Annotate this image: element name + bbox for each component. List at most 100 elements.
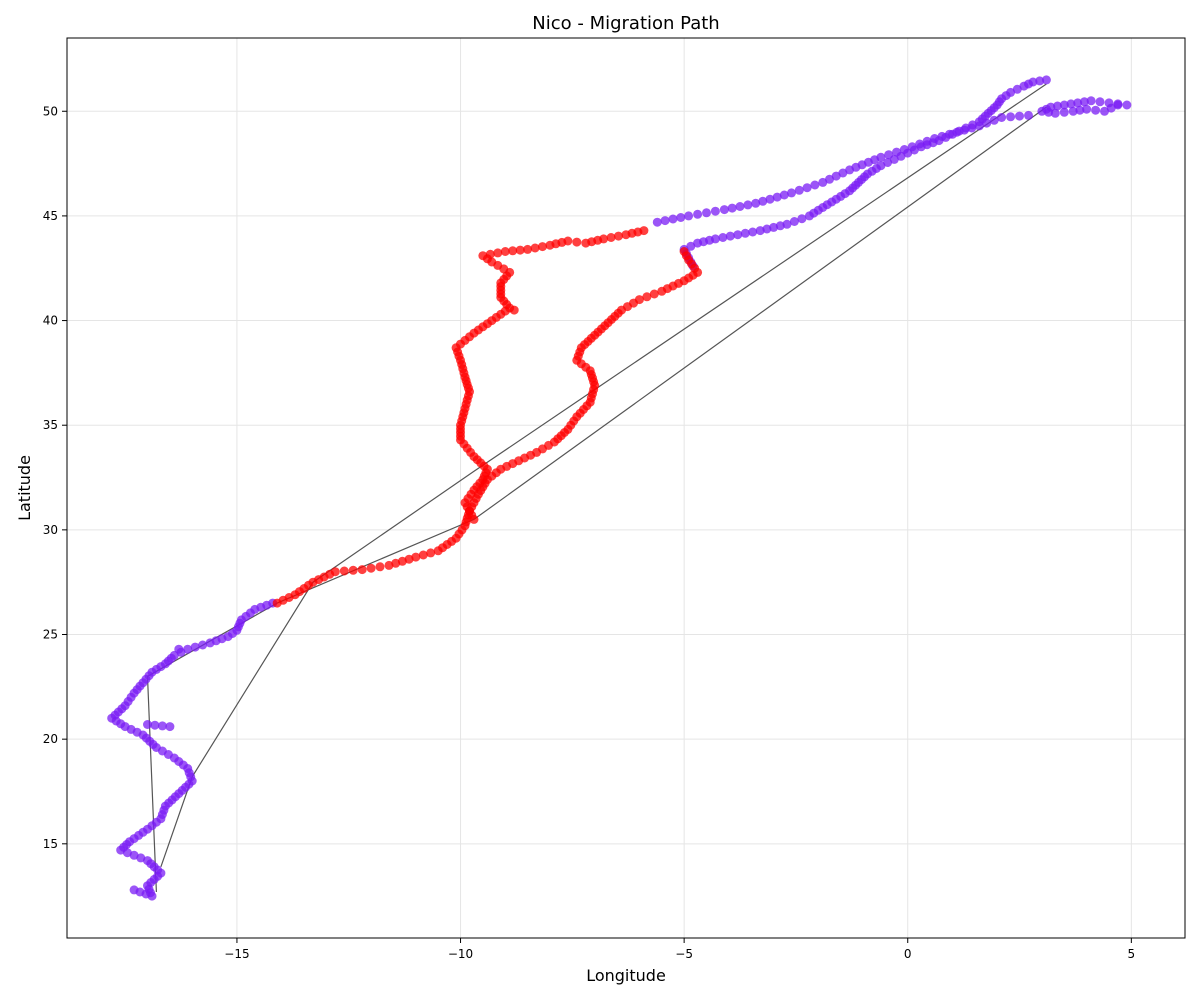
purple-track-point: [668, 214, 678, 224]
y-axis-label: Latitude: [15, 455, 34, 521]
purple-track-point: [150, 720, 160, 730]
purple-track-point: [205, 638, 215, 648]
purple-track-point: [157, 721, 167, 731]
purple-track-point: [818, 177, 828, 187]
red-track-point: [418, 550, 428, 560]
purple-track-point: [794, 185, 804, 195]
purple-track-point: [733, 230, 743, 240]
purple-track-point: [1106, 103, 1116, 113]
red-track-point: [375, 562, 385, 572]
red-track-point: [508, 246, 518, 256]
purple-track-point: [684, 211, 694, 221]
purple-track-point: [937, 131, 947, 141]
purple-track-point: [831, 171, 841, 181]
y-tick-label: 35: [43, 418, 58, 432]
purple-track-point: [735, 202, 745, 211]
purple-track-point: [758, 196, 768, 206]
purple-track-point: [755, 226, 765, 236]
purple-track-point: [1122, 100, 1132, 110]
red-track-point: [330, 567, 340, 577]
purple-track-point: [725, 231, 735, 241]
red-track-point: [563, 236, 573, 246]
purple-track-point: [743, 200, 753, 210]
purple-track-point: [129, 885, 139, 895]
red-track-point: [478, 251, 488, 261]
purple-track-point: [1035, 76, 1045, 86]
purple-track-point: [772, 192, 782, 202]
purple-track-point: [748, 227, 758, 237]
purple-track-point: [1068, 106, 1078, 116]
purple-track-point: [710, 206, 720, 216]
x-axis-label: Longitude: [586, 966, 666, 985]
purple-track-point: [989, 115, 999, 125]
purple-track-point: [997, 113, 1007, 122]
red-track-point: [357, 565, 367, 575]
purple-track-point: [1019, 81, 1029, 91]
purple-track-point: [1053, 101, 1062, 111]
purple-track-point: [652, 217, 662, 227]
purple-track-point: [967, 123, 977, 133]
y-tick-label: 40: [43, 314, 58, 328]
red-track-point: [649, 289, 659, 299]
plot-frame: [66, 37, 1186, 939]
purple-track-point: [1012, 84, 1022, 94]
purple-track-point: [174, 644, 184, 654]
red-track-point: [639, 226, 649, 236]
purple-track-point: [1041, 75, 1051, 85]
red-track-point: [493, 248, 503, 258]
red-track-point: [426, 548, 436, 558]
purple-track-point: [845, 165, 855, 175]
purple-track-point: [183, 644, 193, 654]
purple-track-point: [892, 147, 902, 157]
red-track-point: [538, 242, 547, 252]
purple-track-point: [702, 208, 711, 218]
purple-track-point: [1037, 106, 1047, 116]
red-track-point: [411, 552, 421, 562]
red-track-point: [614, 231, 623, 241]
purple-track-point: [802, 183, 812, 193]
purple-track-point: [1059, 107, 1069, 117]
red-track-point: [485, 249, 495, 259]
y-tick-label: 30: [43, 523, 58, 537]
purple-track-point: [1073, 98, 1083, 108]
purple-track-point: [945, 129, 954, 139]
purple-track-point: [143, 720, 152, 729]
purple-track-point: [1015, 111, 1024, 121]
purple-track-point: [1091, 105, 1101, 115]
red-track-point: [679, 247, 689, 256]
red-track-point: [366, 563, 376, 573]
purple-track-point: [1044, 107, 1054, 117]
purple-track-point: [1059, 100, 1069, 110]
purple-track-point: [883, 158, 893, 167]
purple-track-point: [1086, 96, 1096, 106]
red-track-point: [530, 243, 540, 253]
red-track-point: [339, 566, 349, 576]
x-tick-label: −5: [675, 947, 693, 961]
purple-track-point: [1075, 105, 1085, 115]
purple-track-point: [797, 214, 807, 224]
red-track-point: [523, 244, 533, 254]
purple-track-point: [676, 213, 686, 222]
purple-track-point: [660, 216, 670, 226]
x-tick-label: 0: [904, 947, 912, 961]
purple-track-point: [765, 194, 775, 204]
red-track-point: [509, 305, 519, 315]
purple-track-point: [922, 136, 932, 146]
purple-track-point: [915, 139, 925, 149]
purple-track-point: [198, 640, 208, 650]
y-tick-label: 25: [43, 628, 58, 642]
purple-track-point: [693, 238, 703, 248]
purple-track-point: [804, 211, 814, 221]
purple-track-point: [190, 642, 200, 652]
purple-track-point: [838, 168, 848, 178]
purple-track-point: [686, 241, 696, 251]
y-tick-label: 45: [43, 209, 58, 223]
purple-track-point: [165, 722, 175, 732]
purple-track-point: [974, 121, 984, 131]
purple-track-point: [779, 190, 789, 200]
purple-track-point: [899, 145, 909, 154]
purple-track-point: [1006, 112, 1016, 122]
purple-track-point: [740, 228, 750, 238]
purple-track-point: [789, 217, 799, 226]
purple-track-point: [907, 142, 917, 152]
